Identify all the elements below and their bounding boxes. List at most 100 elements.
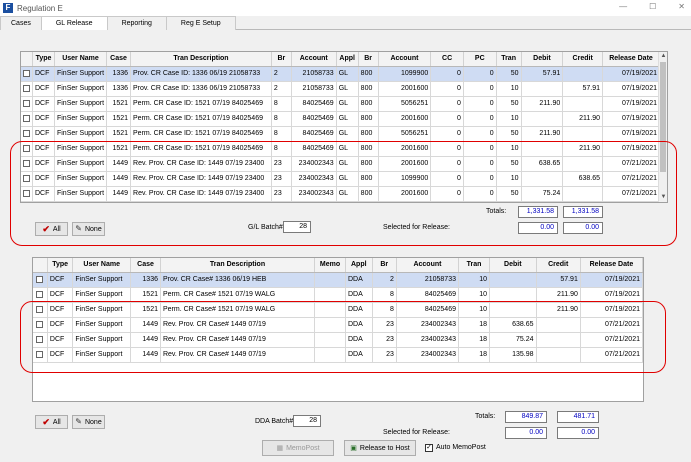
gl-col-tran[interactable]: Tran (496, 52, 522, 67)
minimize-icon[interactable]: — (619, 2, 628, 11)
gl-col-account[interactable]: Account (291, 52, 337, 67)
dda-select-none-button[interactable]: ✎ None (72, 415, 105, 429)
gl-col-credit[interactable]: Credit (562, 52, 604, 67)
dda-col-user[interactable]: User Name (72, 258, 132, 273)
dda-row-checkbox[interactable] (36, 335, 44, 343)
dda-col-debit[interactable]: Debit (489, 258, 537, 273)
auto-memopost-checkbox[interactable]: ✓ (425, 444, 433, 452)
dda-row-checkbox-cell (33, 332, 48, 348)
dda-select-all-button[interactable]: ✔ All (35, 415, 68, 429)
gl-row-checkbox[interactable] (23, 144, 30, 152)
gl-table-row[interactable]: DCF FinSer Support 1336 Prov. CR Case ID: 1… (21, 81, 660, 97)
dda-col-case[interactable]: Case (130, 258, 161, 273)
gl-table-row[interactable]: DCF FinSer Support 1336 Prov. CR Case ID: 1… (21, 66, 660, 82)
gl-col-case[interactable]: Case (106, 52, 132, 67)
dda-col-credit[interactable]: Credit (536, 258, 581, 273)
gl-col-cc[interactable]: CC (430, 52, 464, 67)
dda-table-row[interactable]: DCF FinSer Support 1449 Rev. Prov. CR Case#… (33, 347, 643, 363)
gl-batch-field[interactable]: 28 (283, 221, 311, 233)
gl-col-appl[interactable]: Appl (336, 52, 359, 67)
gl-row-checkbox[interactable] (23, 99, 30, 107)
gl-row-checkbox[interactable] (23, 114, 30, 122)
gl-col-br2[interactable]: Br (358, 52, 379, 67)
gl-row-checkbox[interactable] (23, 174, 30, 182)
dda-batch-field[interactable]: 28 (293, 415, 321, 427)
gl-cell: GL (336, 156, 359, 172)
gl-row-checkbox[interactable] (23, 69, 30, 77)
dda-cell: FinSer Support (72, 272, 132, 288)
gl-cell: GL (336, 81, 359, 97)
dda-col-tran[interactable]: Tran (458, 258, 491, 273)
gl-col-release-date[interactable]: Release Date (602, 52, 660, 67)
dda-cell (314, 272, 347, 288)
dda-col-type[interactable]: Type (47, 258, 74, 273)
gl-cell: FinSer Support (54, 171, 108, 187)
gl-table-row[interactable]: DCF FinSer Support 1521 Perm. CR Case ID: 1… (21, 141, 660, 157)
memopost-button[interactable]: ▦ MemoPost (262, 440, 334, 456)
scroll-down-icon[interactable]: ▼ (660, 194, 667, 200)
scroll-thumb[interactable] (660, 62, 666, 172)
gl-header-row: Type User Name Case Tran Description Br … (21, 52, 660, 67)
dda-cell: Rev. Prov. CR Case# 1449 07/19 (160, 347, 315, 363)
gl-col-account2[interactable]: Account (378, 52, 432, 67)
gl-table-row[interactable]: DCF FinSer Support 1521 Perm. CR Case ID: 1… (21, 111, 660, 127)
gl-row-checkbox[interactable] (23, 84, 30, 92)
dda-cell: FinSer Support (72, 302, 132, 318)
dda-table-row[interactable]: DCF FinSer Support 1521 Perm. CR Case# 1521… (33, 302, 643, 318)
dda-row-checkbox[interactable] (36, 275, 44, 283)
gl-row-checkbox[interactable] (23, 189, 30, 197)
dda-col-appl[interactable]: Appl (345, 258, 373, 273)
tab-cases[interactable]: Cases (0, 16, 42, 30)
dda-table-row[interactable]: DCF FinSer Support 1336 Prov. CR Case# 1336… (33, 272, 643, 288)
gl-col-user[interactable]: User Name (54, 52, 108, 67)
gl-col-pc[interactable]: PC (463, 52, 497, 67)
gl-table-row[interactable]: DCF FinSer Support 1449 Rev. Prov. CR Case … (21, 186, 660, 202)
dda-row-checkbox[interactable] (36, 320, 44, 328)
gl-cell: 0 (463, 81, 497, 97)
gl-cell: 5056251 (378, 126, 432, 142)
gl-scrollbar[interactable]: ▲ ▼ (658, 52, 667, 202)
gl-col-br[interactable]: Br (271, 52, 292, 67)
dda-cell: 1521 (130, 287, 161, 303)
dda-col-release-date[interactable]: Release Date (580, 258, 643, 273)
gl-row-checkbox[interactable] (23, 159, 30, 167)
tab-reporting[interactable]: Reporting (106, 16, 167, 30)
dda-col-account[interactable]: Account (396, 258, 460, 273)
dda-table-row[interactable]: DCF FinSer Support 1449 Rev. Prov. CR Case#… (33, 332, 643, 348)
gl-table-row[interactable]: DCF FinSer Support 1521 Perm. CR Case ID: 1… (21, 96, 660, 112)
tab-gl-release[interactable]: GL Release (40, 16, 108, 31)
gl-select-none-button[interactable]: ✎ None (72, 222, 105, 236)
gl-cell: 50 (496, 66, 522, 82)
dda-row-checkbox[interactable] (36, 350, 44, 358)
window-title: Regulation E (17, 3, 63, 13)
gl-table: Type User Name Case Tran Description Br … (21, 52, 660, 202)
gl-table-row[interactable]: DCF FinSer Support 1449 Rev. Prov. CR Case … (21, 171, 660, 187)
maximize-icon[interactable]: ☐ (649, 2, 657, 11)
dda-table-row[interactable]: DCF FinSer Support 1449 Rev. Prov. CR Case#… (33, 317, 643, 333)
title-bar: F Regulation E — ☐ ✕ (0, 0, 691, 16)
dda-col-memo[interactable]: Memo (314, 258, 347, 273)
gl-select-all-button[interactable]: ✔ All (35, 222, 68, 236)
scroll-up-icon[interactable]: ▲ (660, 53, 667, 59)
dda-table-row[interactable]: DCF FinSer Support 1521 Perm. CR Case# 1521… (33, 287, 643, 303)
close-icon[interactable]: ✕ (678, 2, 685, 11)
gl-col-type[interactable]: Type (32, 52, 55, 67)
gl-row-checkbox[interactable] (23, 129, 30, 137)
release-to-host-button[interactable]: ▣ Release to Host (344, 440, 416, 456)
gl-col-debit[interactable]: Debit (521, 52, 564, 67)
gl-table-row[interactable]: DCF FinSer Support 1449 Rev. Prov. CR Case … (21, 156, 660, 172)
tab-reg-e-setup[interactable]: Reg E Setup (165, 16, 236, 30)
gl-col-select[interactable] (21, 52, 33, 67)
gl-cell: 1521 (106, 111, 132, 127)
gl-cell: 0 (430, 156, 464, 172)
dda-cell: 57.91 (536, 272, 581, 288)
dda-cell: 638.65 (489, 317, 537, 333)
gl-col-desc[interactable]: Tran Description (130, 52, 272, 67)
dda-row-checkbox[interactable] (36, 305, 44, 313)
dda-col-desc[interactable]: Tran Description (160, 258, 315, 273)
gl-cell: 2001600 (378, 81, 432, 97)
dda-col-br[interactable]: Br (372, 258, 397, 273)
dda-row-checkbox[interactable] (36, 290, 44, 298)
gl-table-row[interactable]: DCF FinSer Support 1521 Perm. CR Case ID: 1… (21, 126, 660, 142)
dda-col-select[interactable] (33, 258, 48, 273)
